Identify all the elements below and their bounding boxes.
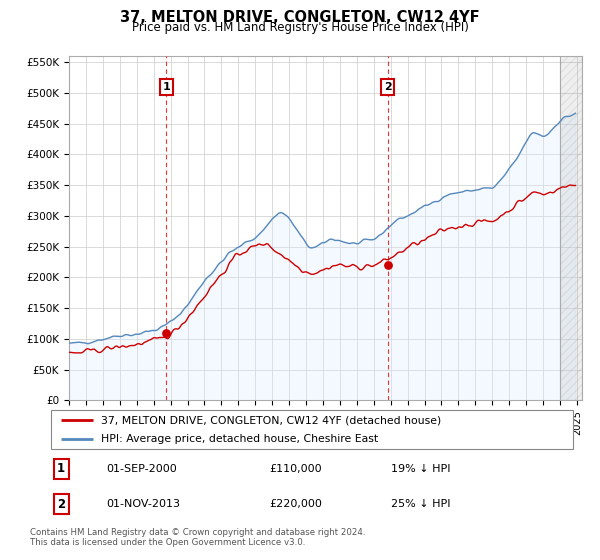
- Text: 2: 2: [57, 497, 65, 511]
- Point: [383, 260, 392, 269]
- Bar: [560, 56, 582, 400]
- Text: 19% ↓ HPI: 19% ↓ HPI: [391, 464, 451, 474]
- Text: HPI: Average price, detached house, Cheshire East: HPI: Average price, detached house, Ches…: [101, 435, 378, 445]
- Text: 1: 1: [163, 82, 170, 92]
- Text: £110,000: £110,000: [270, 464, 322, 474]
- Text: 37, MELTON DRIVE, CONGLETON, CW12 4YF (detached house): 37, MELTON DRIVE, CONGLETON, CW12 4YF (d…: [101, 415, 441, 425]
- Text: 2: 2: [384, 82, 392, 92]
- Text: 01-SEP-2000: 01-SEP-2000: [106, 464, 177, 474]
- Text: 1: 1: [57, 463, 65, 475]
- Point: [161, 328, 171, 337]
- Text: £220,000: £220,000: [270, 499, 323, 509]
- Text: 37, MELTON DRIVE, CONGLETON, CW12 4YF: 37, MELTON DRIVE, CONGLETON, CW12 4YF: [120, 10, 480, 25]
- FancyBboxPatch shape: [50, 410, 574, 449]
- Text: Price paid vs. HM Land Registry's House Price Index (HPI): Price paid vs. HM Land Registry's House …: [131, 21, 469, 34]
- Text: 25% ↓ HPI: 25% ↓ HPI: [391, 499, 451, 509]
- Text: Contains HM Land Registry data © Crown copyright and database right 2024.
This d: Contains HM Land Registry data © Crown c…: [30, 528, 365, 547]
- Text: 01-NOV-2013: 01-NOV-2013: [106, 499, 180, 509]
